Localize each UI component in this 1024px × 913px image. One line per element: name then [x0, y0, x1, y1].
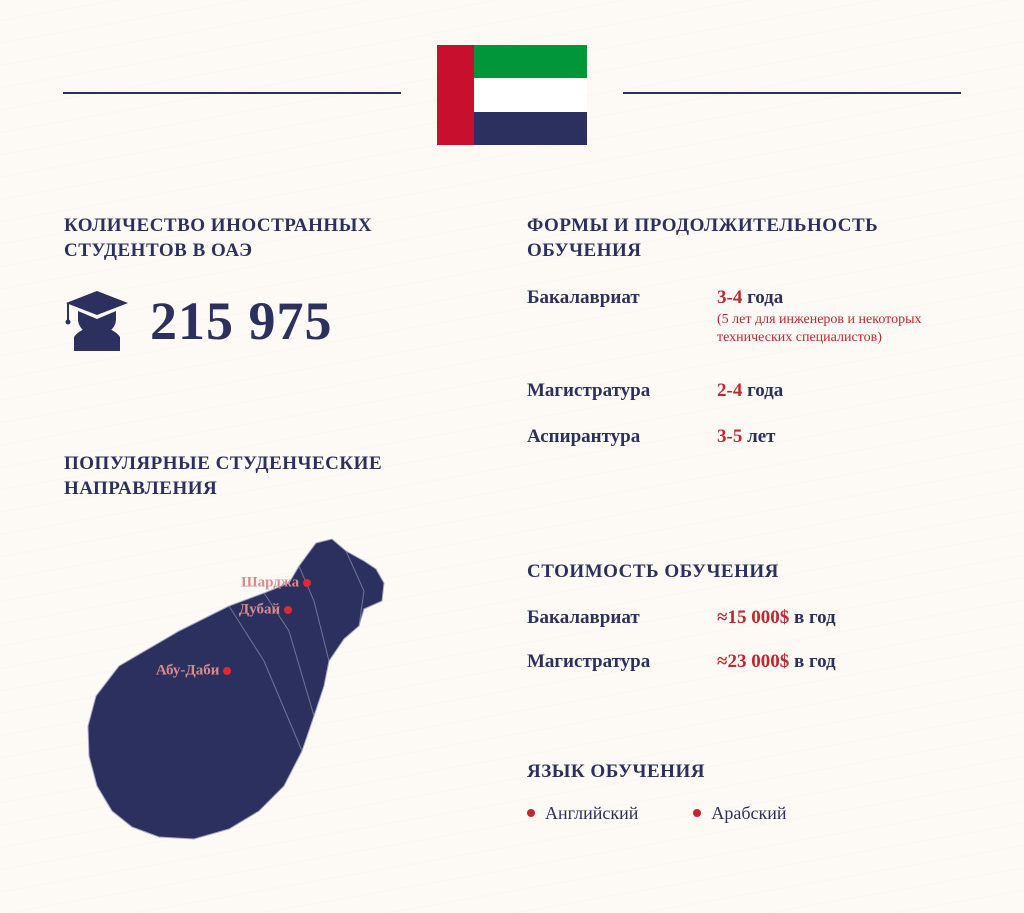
city-dot-abudhabi	[223, 667, 231, 675]
uae-map: Шарджа Дубай Абу-Даби	[64, 511, 444, 851]
bullet-icon	[693, 809, 701, 817]
cost-master-value: 23 000$	[727, 651, 789, 672]
forms-bachelor-note: (5 лет для инженеров и некоторых техниче…	[717, 311, 967, 346]
forms-bachelor-label: Бакалавриат	[527, 287, 717, 309]
students-title: КОЛИЧЕСТВО ИНОСТРАННЫХ СТУДЕНТОВ В ОАЭ	[64, 214, 484, 263]
language-item-en: Английский	[527, 803, 638, 824]
city-label-dubai: Дубай	[239, 601, 288, 618]
cost-bachelor-unit: в год	[794, 607, 836, 628]
divider-right	[623, 92, 961, 94]
forms-bachelor-value: 3-4	[717, 287, 742, 308]
header	[63, 45, 961, 165]
language-ar-label: Арабский	[711, 803, 786, 824]
graduate-icon	[64, 289, 130, 353]
city-label-abudhabi: Абу-Даби	[156, 663, 227, 680]
cost-block: СТОИМОСТЬ ОБУЧЕНИЯ Бакалавриат ≈15 000$ …	[527, 560, 967, 673]
cost-master-label: Магистратура	[527, 651, 717, 673]
city-dot-sharjah	[303, 579, 311, 587]
forms-phd-unit: лет	[747, 426, 775, 447]
bullet-icon	[527, 809, 535, 817]
cost-bachelor-prefix: ≈	[717, 607, 727, 628]
forms-master-label: Магистратура	[527, 380, 717, 402]
cost-master-unit: в год	[794, 651, 836, 672]
students-count: 215 975	[150, 290, 333, 352]
forms-master-value: 2-4	[717, 380, 742, 401]
city-dot-dubai	[284, 606, 292, 614]
destinations-block: ПОПУЛЯРНЫЕ СТУДЕНЧЕСКИЕ НАПРАВЛЕНИЯ Шард…	[64, 452, 484, 851]
cost-row-master: Магистратура ≈23 000$ в год	[527, 651, 967, 673]
city-label-sharjah: Шарджа	[241, 574, 307, 591]
language-en-label: Английский	[545, 803, 638, 824]
forms-row-master: Магистратура 2-4 года	[527, 380, 967, 402]
forms-title: ФОРМЫ И ПРОДОЛЖИТЕЛЬНОСТЬ ОБУЧЕНИЯ	[527, 214, 967, 263]
cost-bachelor-value: 15 000$	[727, 607, 789, 628]
divider-left	[63, 92, 401, 94]
students-block: КОЛИЧЕСТВО ИНОСТРАННЫХ СТУДЕНТОВ В ОАЭ 2…	[64, 214, 484, 353]
language-block: ЯЗЫК ОБУЧЕНИЯ Английский Арабский	[527, 760, 967, 824]
cost-master-prefix: ≈	[717, 651, 727, 672]
forms-block: ФОРМЫ И ПРОДОЛЖИТЕЛЬНОСТЬ ОБУЧЕНИЯ Бакал…	[527, 214, 967, 448]
uae-flag-icon	[437, 45, 587, 145]
forms-phd-value: 3-5	[717, 426, 742, 447]
forms-row-phd: Аспирантура 3-5 лет	[527, 426, 967, 448]
language-title: ЯЗЫК ОБУЧЕНИЯ	[527, 760, 967, 785]
cost-title: СТОИМОСТЬ ОБУЧЕНИЯ	[527, 560, 967, 585]
language-item-ar: Арабский	[693, 803, 786, 824]
forms-row-bachelor: Бакалавриат 3-4 года (5 лет для инженеро…	[527, 287, 967, 346]
cost-row-bachelor: Бакалавриат ≈15 000$ в год	[527, 607, 967, 629]
forms-master-unit: года	[747, 380, 783, 401]
forms-phd-label: Аспирантура	[527, 426, 717, 448]
forms-bachelor-unit: года	[747, 287, 783, 308]
cost-bachelor-label: Бакалавриат	[527, 607, 717, 629]
destinations-title: ПОПУЛЯРНЫЕ СТУДЕНЧЕСКИЕ НАПРАВЛЕНИЯ	[64, 452, 484, 501]
